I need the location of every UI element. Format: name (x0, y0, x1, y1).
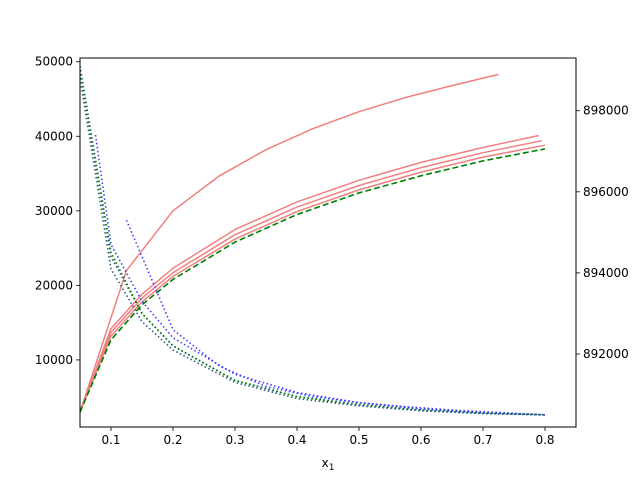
y-right-tick-label: 898000 (583, 104, 629, 118)
series-line-3 (80, 139, 543, 413)
x-tick-label: 0.4 (287, 433, 306, 447)
x-tick-label: 0.7 (473, 433, 492, 447)
series-line-6 (125, 219, 546, 416)
series-line-10 (80, 65, 546, 416)
y-left-tick-label: 30000 (35, 204, 73, 218)
x-tick-label: 0.6 (411, 433, 430, 447)
plot-frame (79, 57, 577, 428)
series-line-4 (80, 144, 546, 413)
y-left-tick-label: 50000 (35, 55, 73, 69)
ticks-layer: 0.1 0.2 0.3 0.4 0.5 0.6 0.7 0.8 10000 20000 30000 4… (35, 55, 629, 447)
series-layer (80, 65, 546, 416)
y-right-tick-label: 892000 (583, 347, 629, 361)
y-left-tick-label: 40000 (35, 129, 73, 143)
y-right-tick-label: 896000 (583, 185, 629, 199)
x-tick-label: 0.5 (349, 433, 368, 447)
x-tick-label: 0.3 (225, 433, 244, 447)
series-line-5 (80, 148, 546, 413)
y-left-tick-label: 10000 (35, 353, 73, 367)
series-line-7 (94, 134, 546, 416)
series-line-2 (80, 134, 539, 413)
series-line-8 (80, 70, 546, 416)
y-right-tick-label: 894000 (583, 266, 629, 280)
x-tick-label: 0.8 (535, 433, 554, 447)
x-axis-label-main: x (322, 456, 329, 470)
x-tick-label: 0.1 (101, 433, 120, 447)
x-axis-label: x1 (322, 456, 335, 473)
x-tick-label: 0.2 (163, 433, 182, 447)
x-axis-label-subscript: 1 (329, 463, 335, 473)
y-left-tick-label: 20000 (35, 278, 73, 292)
series-line-1 (80, 73, 499, 413)
